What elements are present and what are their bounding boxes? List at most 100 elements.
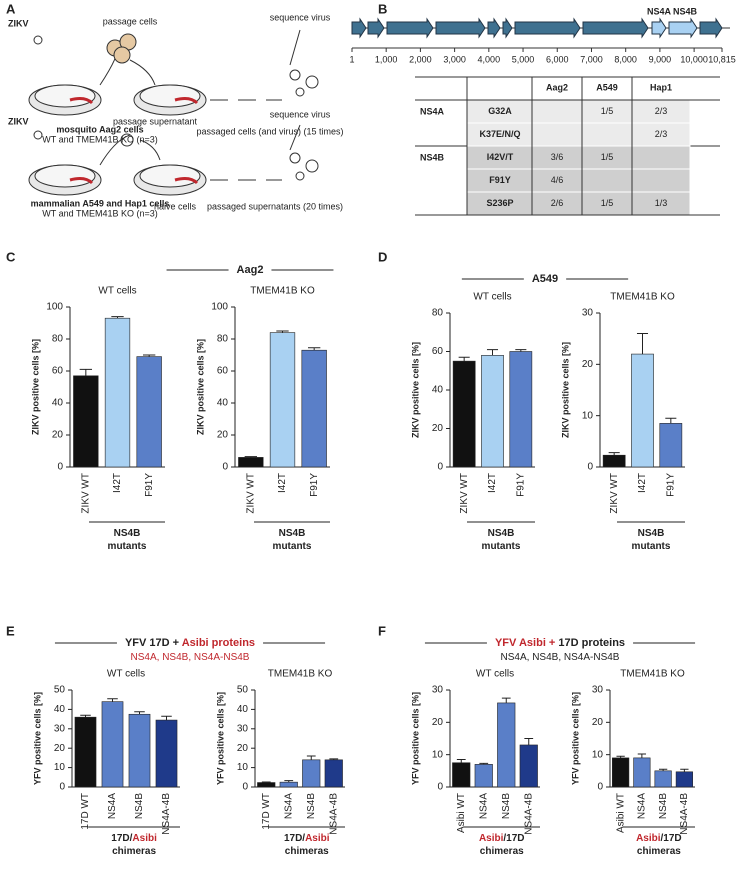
gene-arrow [582, 17, 649, 39]
y-axis-label: YFV positive cells [%] [32, 692, 42, 785]
group-subtitle: NS4A, NS4B, NS4A-NS4B [131, 652, 250, 663]
y-tick-label: 20 [582, 359, 594, 370]
bar [136, 356, 162, 468]
table-group: NS4B [420, 152, 445, 162]
error-bar [456, 759, 466, 763]
x-tick-label: NS4A [107, 793, 118, 819]
x-axis-label-part: /17D [661, 833, 682, 844]
x-tick-label: F91Y [665, 473, 676, 497]
x-axis-label: Asibi/17D [636, 833, 682, 844]
panel-label: B [378, 1, 387, 16]
x-tick-label: NS4B [306, 793, 317, 819]
y-tick-label: 0 [437, 462, 443, 473]
x-axis-label-part: mutants [632, 541, 671, 552]
x-tick-label: I42T [637, 473, 648, 493]
y-tick-label: 20 [432, 423, 444, 434]
x-tick-label: F91Y [515, 473, 526, 497]
x-axis-label: mutants [108, 541, 147, 552]
x-axis-label: mutants [273, 541, 312, 552]
y-tick-label: 100 [46, 302, 63, 313]
bar [269, 332, 296, 468]
group-title-part: 17D proteins [558, 637, 625, 649]
x-tick-label: NS4B [658, 793, 669, 819]
bar [602, 454, 626, 468]
bar [101, 701, 124, 788]
x-tick-label: 10,815 [708, 54, 736, 64]
table-cell: G32A [488, 106, 512, 116]
bar [481, 355, 504, 468]
panel-label: D [378, 249, 387, 264]
bar [452, 762, 471, 788]
table-header: Aag2 [546, 82, 568, 92]
x-tick-label: F91Y [309, 473, 320, 497]
x-tick-label: ZIKV WT [245, 473, 256, 514]
gene-arrow [699, 17, 723, 39]
error-bar [658, 768, 668, 771]
bar [155, 719, 178, 788]
error-bar [134, 711, 145, 715]
error-bar [107, 698, 118, 702]
x-axis-label-part: chimeras [480, 846, 524, 857]
x-tick-label: 3,000 [443, 54, 466, 64]
gene-arrow [502, 17, 513, 39]
table-header: A549 [596, 82, 618, 92]
x-axis-label: NS4B [488, 528, 515, 539]
gene-label: NS4A [647, 6, 672, 16]
table-cell: 1/5 [601, 198, 614, 208]
x-tick-label: NS4A-4B [679, 793, 690, 835]
x-tick-label: 7,000 [580, 54, 603, 64]
y-axis-label: ZIKV positive cells [%] [30, 339, 40, 435]
y-tick-label: 0 [587, 462, 593, 473]
bar [474, 764, 493, 788]
diagram-label: mosquito Aag2 cells [56, 124, 143, 134]
panel-label: C [6, 249, 16, 264]
x-tick-label: 9,000 [649, 54, 672, 64]
diagram-label: ZIKV [8, 18, 29, 28]
x-axis-label: mutants [632, 541, 671, 552]
y-tick-label: 40 [432, 385, 444, 396]
bar [509, 351, 533, 468]
y-tick-label: 80 [217, 334, 229, 345]
error-bar [261, 781, 271, 783]
chart-title: WT cells [473, 292, 511, 303]
y-axis-label: YFV positive cells [%] [570, 692, 580, 785]
y-tick-label: 60 [52, 366, 64, 377]
x-tick-label: 1,000 [375, 54, 398, 64]
group-subtitle: NS4A, NS4B, NS4A-NS4B [501, 652, 620, 663]
x-tick-label: NS4A [283, 793, 294, 819]
y-tick-label: 0 [59, 782, 65, 793]
y-tick-label: 30 [432, 685, 444, 696]
x-tick-label: NS4A [478, 793, 489, 819]
x-axis-label-part: NS4B [114, 528, 141, 539]
error-bar [637, 753, 647, 758]
y-tick-label: 10 [582, 410, 594, 421]
x-tick-label: 8,000 [614, 54, 637, 64]
error-bar [524, 738, 534, 745]
panel-label: E [6, 623, 15, 638]
x-axis-label-part: NS4B [638, 528, 665, 539]
x-tick-label: I42T [277, 473, 288, 493]
y-tick-label: 20 [237, 743, 249, 754]
x-axis-label-part: mutants [482, 541, 521, 552]
chart-title: WT cells [107, 669, 145, 680]
group-subtitle-part: NS4A, NS4B, NS4A-NS4B [501, 652, 620, 663]
group-title-part: Aag2 [237, 264, 264, 276]
diagram-label: passage supernatant [113, 116, 198, 126]
x-tick-label: 2,000 [409, 54, 432, 64]
bar [633, 757, 651, 788]
table-cell: S236P [486, 198, 513, 208]
diagram-label: mammalian A549 and Hap1 cells [31, 198, 170, 208]
bar [104, 317, 131, 468]
table-cell: 3/6 [551, 152, 564, 162]
group-subtitle-part: NS4A, NS4B, NS4A-NS4B [131, 652, 250, 663]
group-title-part: Asibi proteins [182, 637, 255, 649]
y-tick-label: 40 [52, 398, 64, 409]
x-axis-label-part: mutants [108, 541, 147, 552]
x-axis-label-part: Asibi [132, 833, 157, 844]
error-bar [80, 714, 91, 718]
table-cell: 1/3 [655, 198, 668, 208]
x-axis-label: chimeras [637, 846, 681, 857]
table-cell: 1/5 [601, 106, 614, 116]
x-tick-label: NS4A-4B [328, 793, 339, 835]
bar [74, 716, 97, 788]
